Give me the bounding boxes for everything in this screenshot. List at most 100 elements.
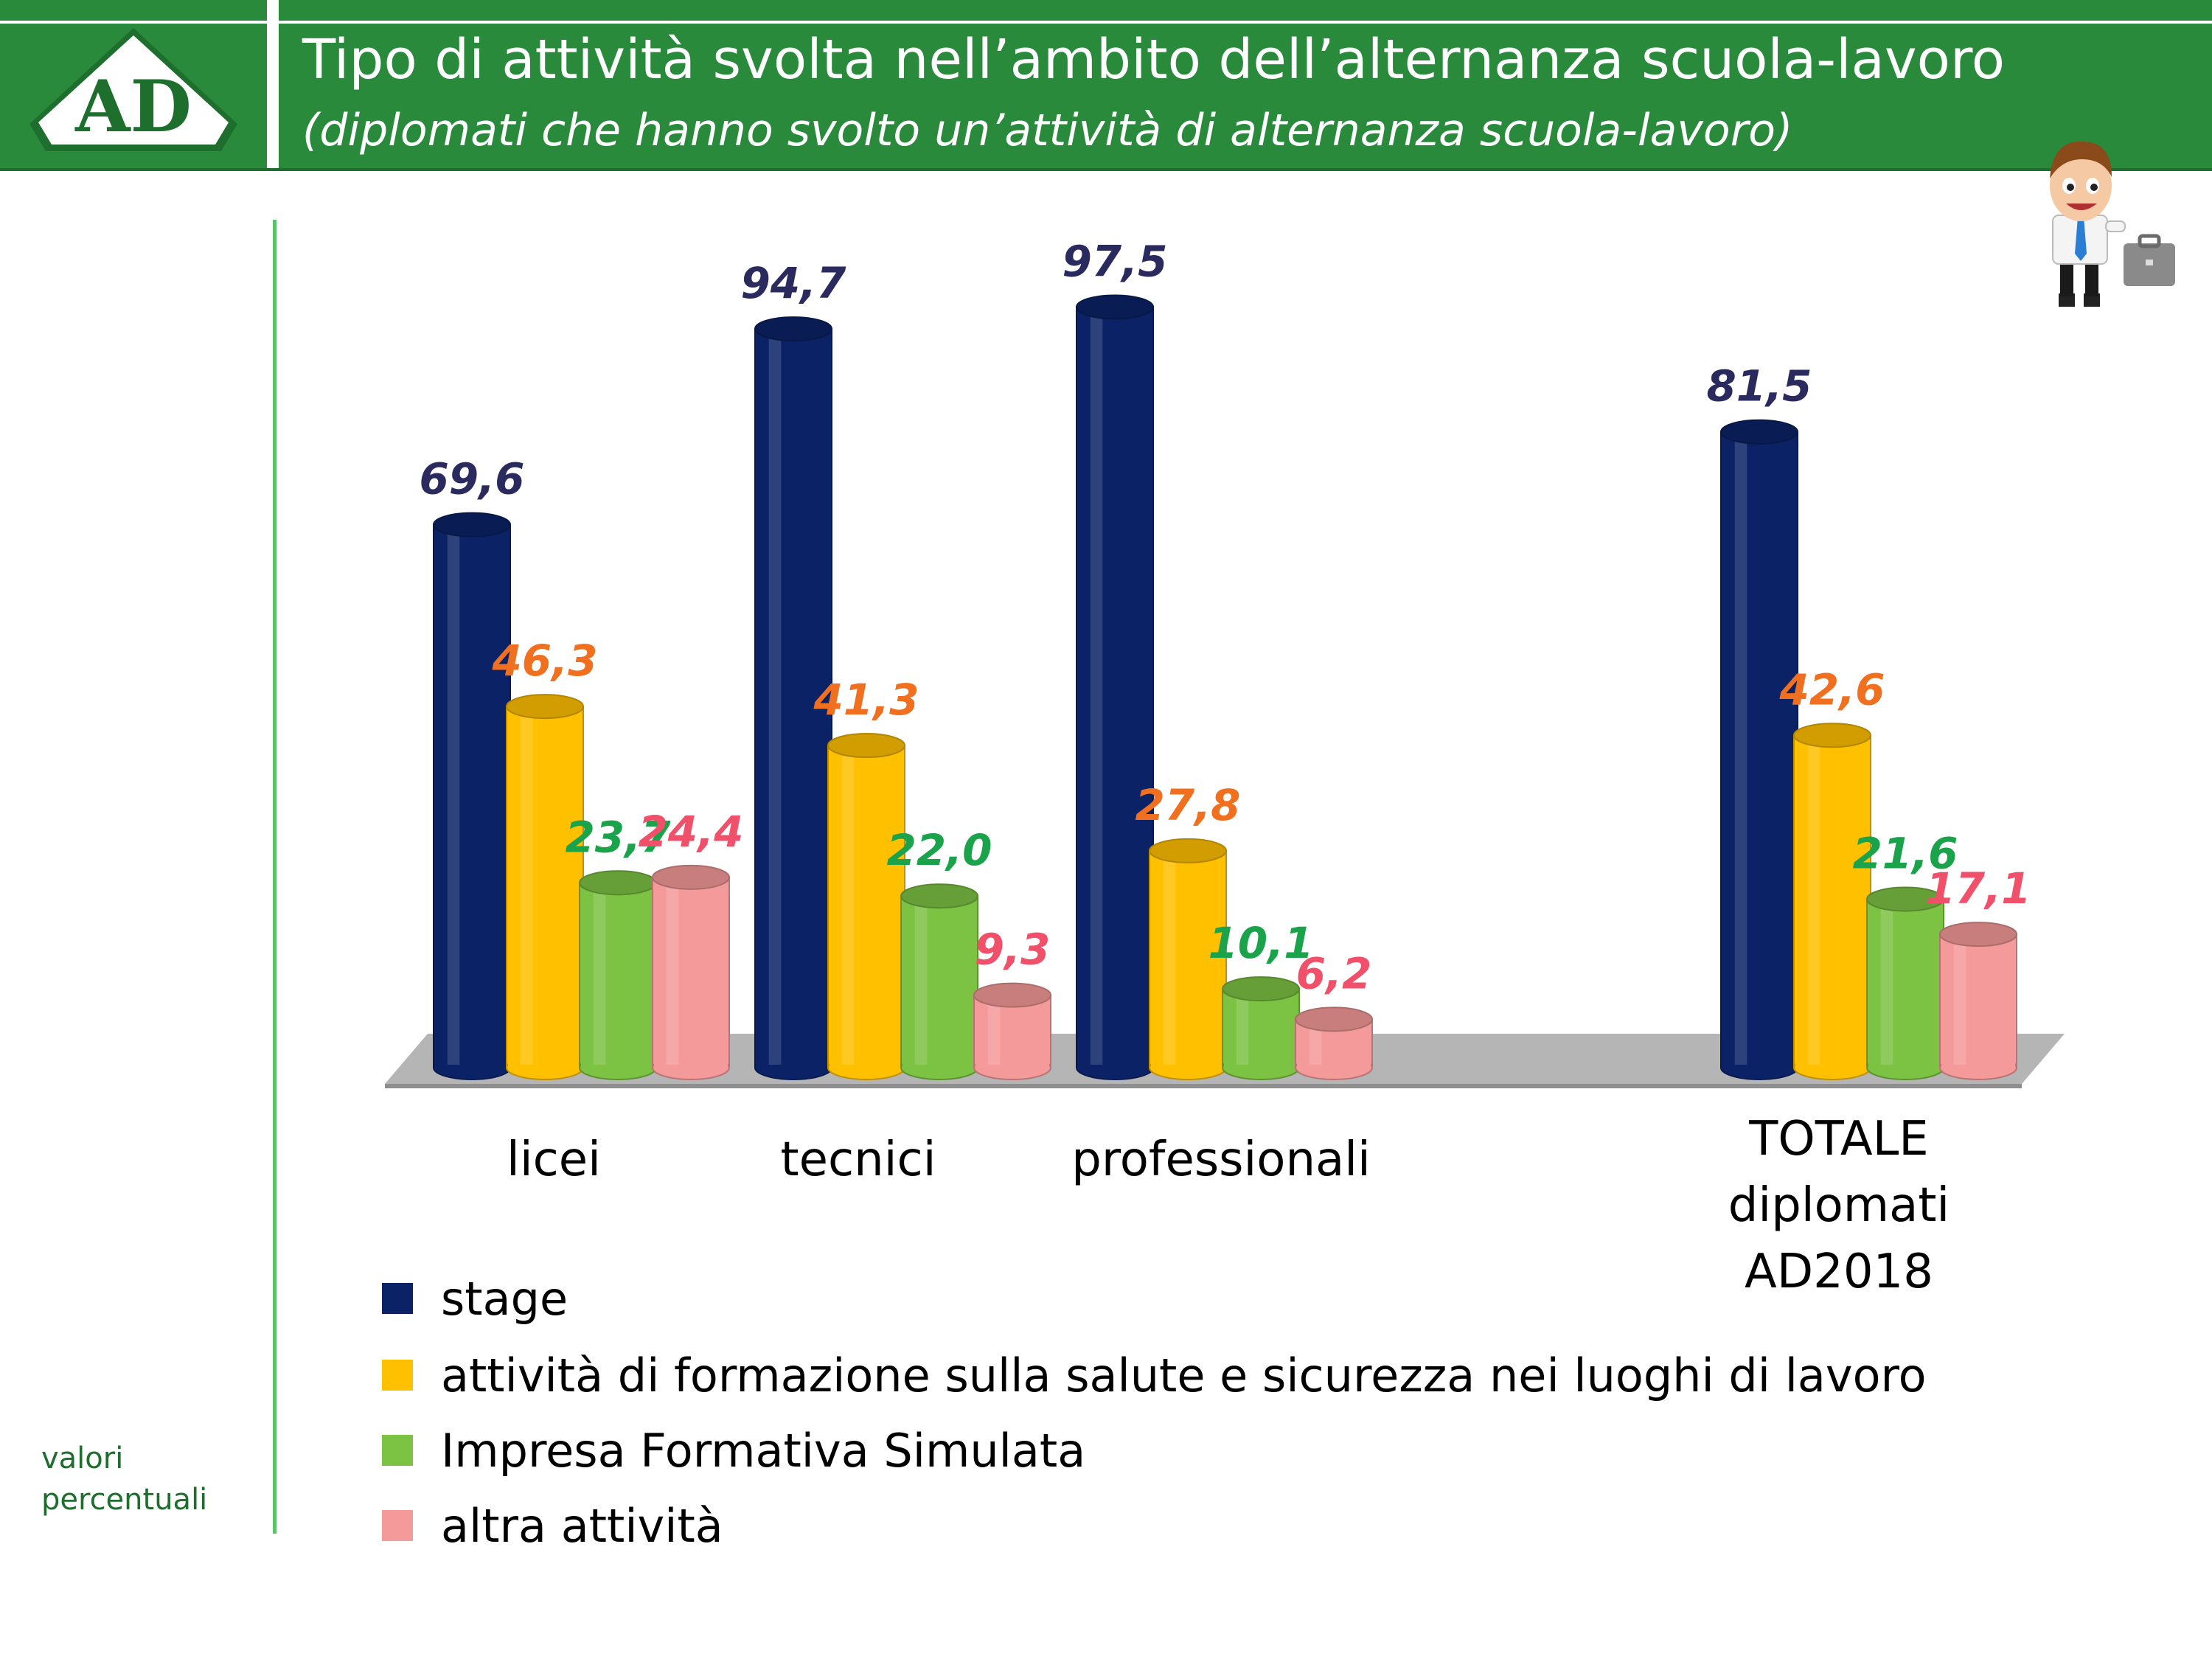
bar-stage-3 — [1720, 419, 1798, 1080]
chart-bars — [433, 294, 2017, 1080]
legend-label-impresa: Impresa Formativa Simulata — [441, 1424, 1086, 1478]
category-label-3: TOTALE diplomati AD2018 — [1618, 1106, 2060, 1305]
bar-fill — [1795, 735, 1869, 1068]
category-label-line: professionali — [1071, 1133, 1371, 1187]
bar-highlight — [1807, 740, 1820, 1065]
bar-top — [433, 512, 511, 538]
bar-top — [506, 694, 584, 720]
bar-top — [973, 982, 1051, 1008]
bar-fill — [581, 883, 655, 1068]
bar-highlight — [987, 999, 1001, 1065]
bar-fill — [757, 329, 830, 1068]
illustration-tie — [2075, 217, 2087, 261]
header-logo-box: AD — [0, 0, 273, 168]
unit-note-line-1: valori — [41, 1441, 124, 1475]
bar-fill — [1151, 850, 1225, 1068]
bar-top — [1076, 294, 1154, 320]
bar-top — [1939, 922, 2017, 947]
bar-altra-1 — [973, 982, 1051, 1080]
header-title-box — [279, 0, 2212, 168]
bar-fill — [435, 524, 509, 1068]
legend-swatch-altra — [382, 1510, 413, 1541]
bar-fill — [1224, 989, 1298, 1068]
header-top-line-left — [0, 21, 267, 24]
value-label-stage-1: 94,7 — [740, 258, 846, 308]
businessman-illustration — [2050, 141, 2175, 307]
legend-swatch-impresa — [382, 1435, 413, 1466]
value-label-impresa-0: 23,7 — [565, 812, 671, 862]
illustration-briefcase-lock — [2146, 260, 2153, 265]
bar-highlight — [1236, 993, 1249, 1065]
category-label-line: diplomati — [1728, 1178, 1950, 1233]
bar-fill — [1941, 934, 2015, 1068]
value-label-impresa-3: 21,6 — [1852, 828, 1958, 878]
illustration-briefcase-handle — [2138, 234, 2161, 248]
bar-altra-2 — [1295, 1006, 1373, 1080]
logo-text: AD — [74, 65, 192, 148]
bar-impresa-3 — [1866, 886, 1944, 1080]
value-label-stage-3: 81,5 — [1706, 361, 1812, 411]
bar-highlight — [1090, 311, 1103, 1065]
value-label-formazione-2: 27,8 — [1135, 780, 1240, 830]
bar-fill — [508, 706, 582, 1068]
ad-logo: AD — [29, 28, 237, 151]
bar-fill — [1722, 431, 1796, 1068]
illustration-pupil-right — [2090, 184, 2098, 191]
bar-highlight — [1163, 855, 1176, 1065]
bar-top — [1222, 976, 1300, 1002]
bar-top — [1149, 838, 1227, 863]
bar-highlight — [841, 750, 855, 1065]
bar-highlight — [447, 529, 460, 1065]
category-label-0: licei — [333, 1127, 775, 1193]
bar-altra-0 — [652, 864, 730, 1080]
bar-impresa-1 — [900, 883, 978, 1080]
bar-top — [652, 864, 730, 890]
legend-swatch-stage — [382, 1283, 413, 1314]
page-subtitle: (diplomati che hanno svolto un’attività … — [302, 105, 1793, 156]
value-label-formazione-3: 42,6 — [1778, 664, 1885, 714]
bar-highlight — [593, 887, 606, 1065]
value-label-altra-1: 9,3 — [975, 925, 1051, 975]
illustration-leg-left — [2060, 258, 2073, 296]
bar-fill — [830, 745, 903, 1068]
bar-top — [1793, 723, 1871, 748]
bar-stage-1 — [754, 316, 832, 1080]
bar-top — [827, 733, 905, 759]
header-top-line-right — [279, 21, 2212, 24]
bar-top — [900, 883, 978, 909]
value-label-altra-2: 6,2 — [1296, 948, 1372, 998]
value-label-altra-3: 17,1 — [1925, 863, 2031, 914]
legend-label-altra: altra attività — [441, 1499, 723, 1553]
unit-note: valori percentuali — [41, 1438, 207, 1520]
bar-highlight — [1880, 903, 1893, 1065]
bar-formazione-0 — [506, 694, 584, 1080]
illustration-pupil-left — [2067, 184, 2074, 191]
bar-stage-0 — [433, 512, 511, 1080]
bar-top — [1720, 419, 1798, 445]
bar-formazione-1 — [827, 733, 905, 1080]
illustration-mouth — [2066, 204, 2097, 210]
legend-swatch-formazione — [382, 1360, 413, 1391]
value-label-formazione-1: 41,3 — [813, 675, 919, 725]
bar-highlight — [1309, 1023, 1322, 1065]
illustration-shoe-left — [2059, 293, 2075, 307]
chart-floor-edge — [385, 1084, 2022, 1088]
bar-top — [754, 316, 832, 342]
value-label-stage-0: 69,6 — [419, 454, 524, 504]
value-label-stage-2: 97,5 — [1062, 236, 1167, 286]
bar-fill — [1868, 899, 1942, 1068]
bar-fill — [902, 896, 976, 1068]
bar-top — [579, 870, 657, 896]
value-label-altra-0: 24,4 — [638, 807, 743, 857]
bar-highlight — [520, 711, 533, 1065]
illustration-leg-right — [2085, 258, 2098, 296]
bar-fill — [654, 877, 728, 1068]
value-label-impresa-2: 10,1 — [1208, 918, 1313, 968]
bar-formazione-3 — [1793, 723, 1871, 1080]
legend-label-stage: stage — [441, 1272, 568, 1326]
category-label-1: tecnici — [637, 1127, 1079, 1193]
bar-top — [1866, 886, 1944, 912]
bar-formazione-2 — [1149, 838, 1227, 1080]
bar-highlight — [1734, 436, 1747, 1065]
page-title: Tipo di attività svolta nell’ambito dell… — [302, 28, 2006, 91]
